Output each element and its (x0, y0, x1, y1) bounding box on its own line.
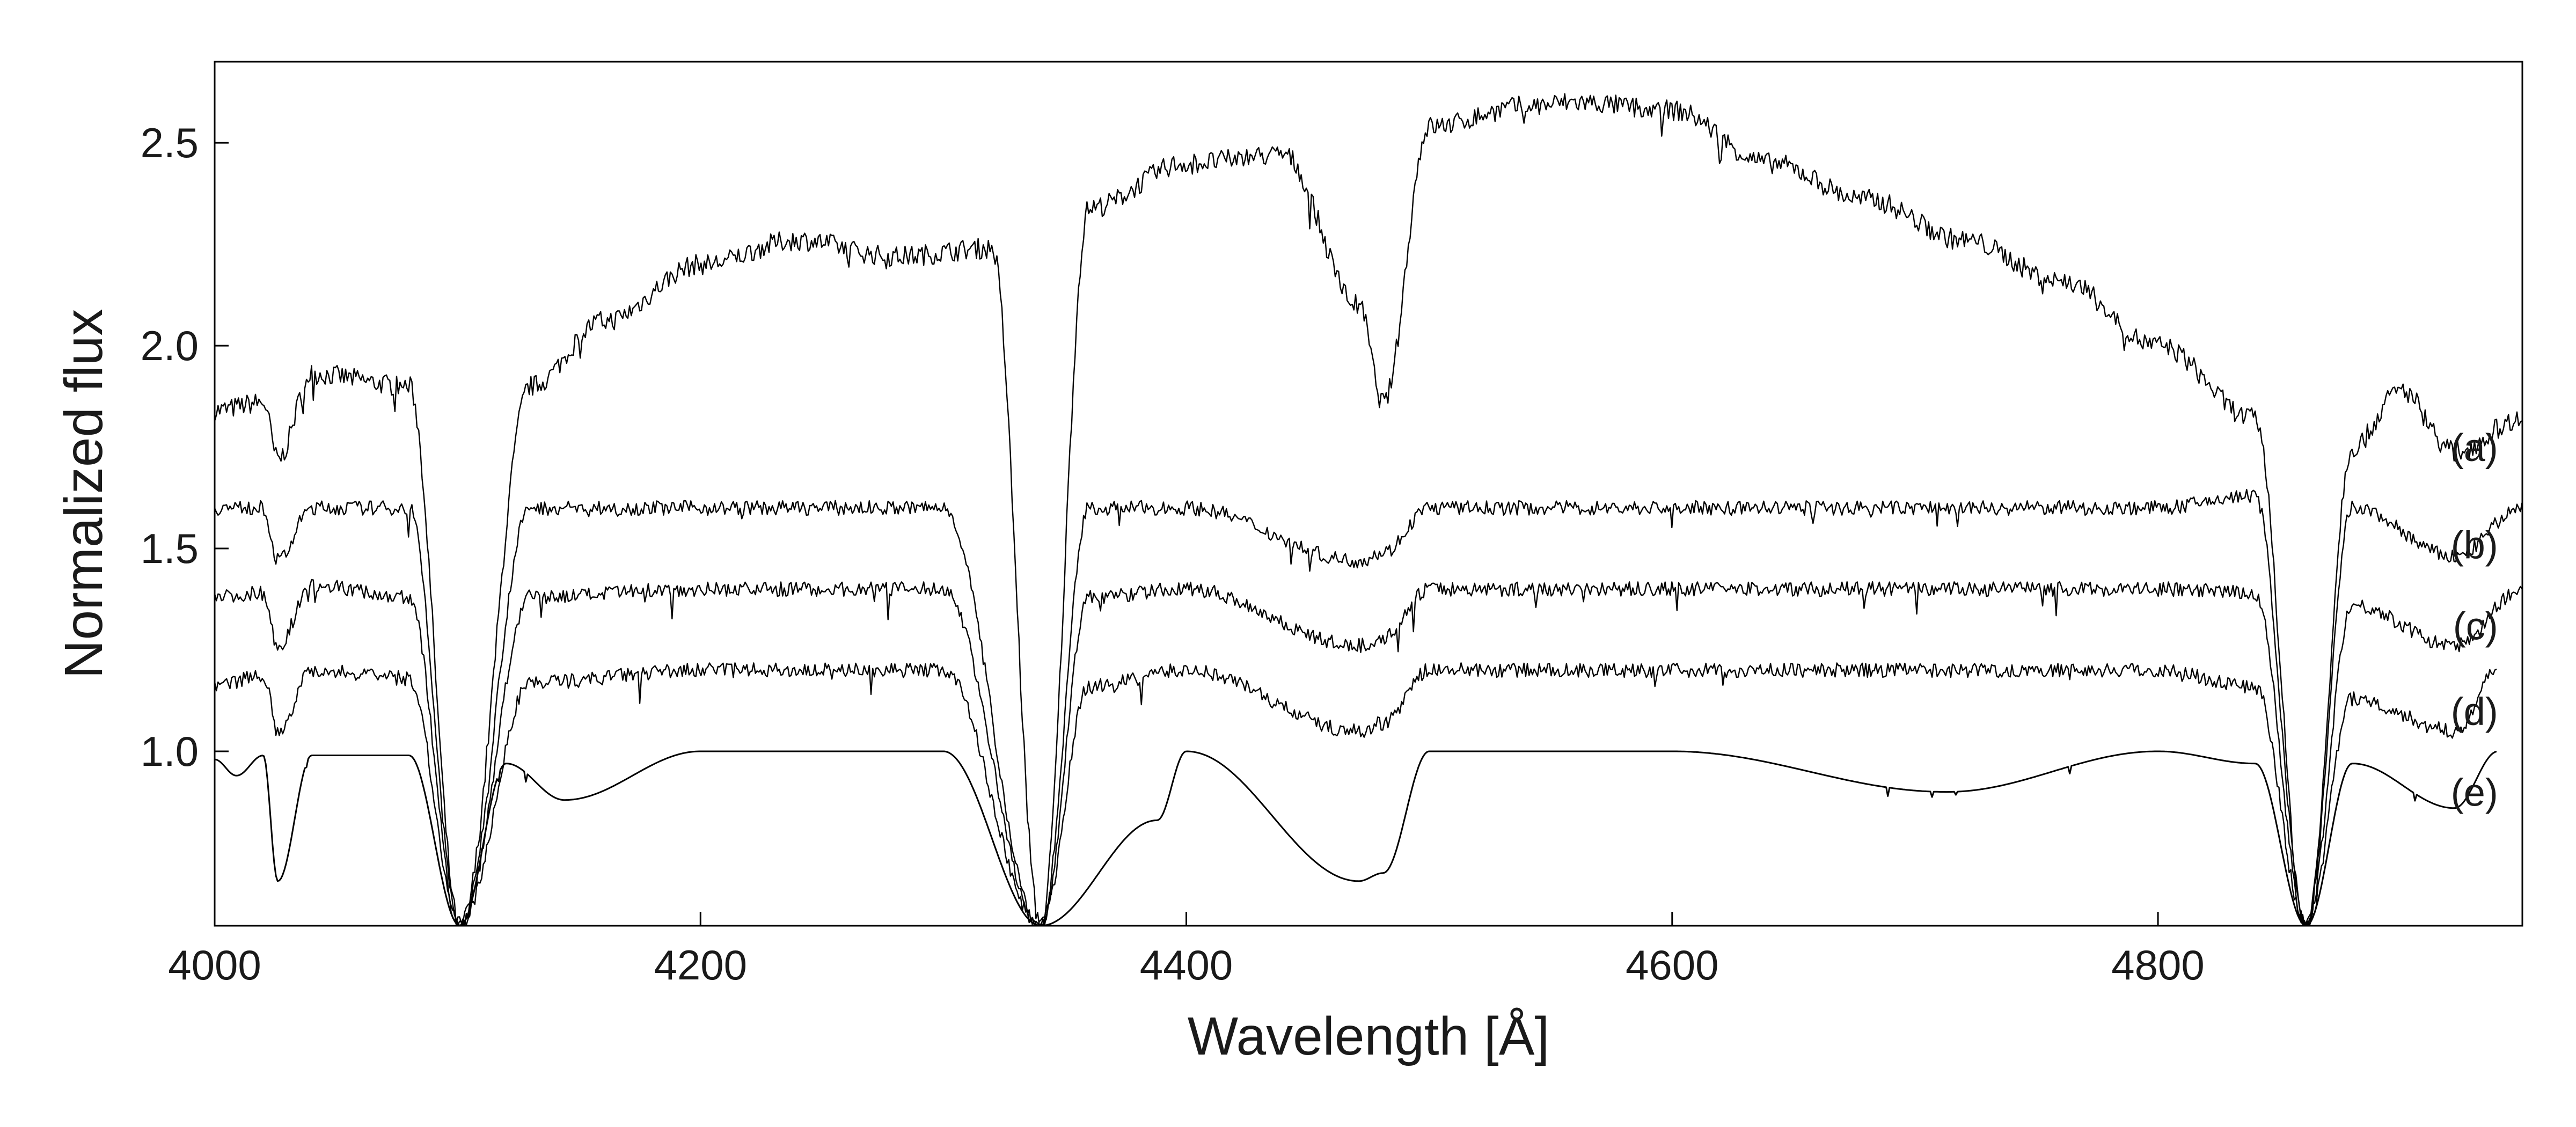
x-tick-label: 4000 (168, 941, 261, 989)
spectra-traces (214, 93, 2523, 927)
x-tick-label: 4800 (2111, 941, 2205, 989)
x-axis-title: Wavelength [Å] (1188, 1006, 1549, 1066)
series-label: (a) (2451, 427, 2498, 470)
y-tick-label: 1.5 (141, 525, 199, 572)
series-label: (c) (2453, 605, 2498, 648)
series-labels: (a) (b) (c) (d) (e) (2451, 427, 2498, 814)
spectrum-line (214, 93, 2523, 927)
series-label: (e) (2451, 772, 2498, 815)
x-tick-label: 4600 (1626, 941, 1719, 989)
series-label: (d) (2451, 690, 2498, 733)
y-tick-label: 1.0 (141, 728, 199, 775)
y-tick-label: 2.5 (141, 119, 199, 166)
tick-labels: 4000 4200 4400 4600 4800 1.0 1.5 2.0 2.5 (141, 119, 2205, 989)
y-tick-label: 2.0 (141, 322, 199, 369)
plot-frame (214, 61, 2523, 927)
spectrum-line (214, 579, 2523, 927)
x-tick-label: 4200 (654, 941, 747, 989)
spectrum-line (214, 750, 2497, 927)
series-label: (b) (2451, 524, 2498, 567)
y-axis-title: Normalized flux (54, 309, 114, 678)
spectrum-line (214, 489, 2523, 927)
x-tick-label: 4400 (1140, 941, 1233, 989)
spectrum-line (214, 662, 2497, 927)
